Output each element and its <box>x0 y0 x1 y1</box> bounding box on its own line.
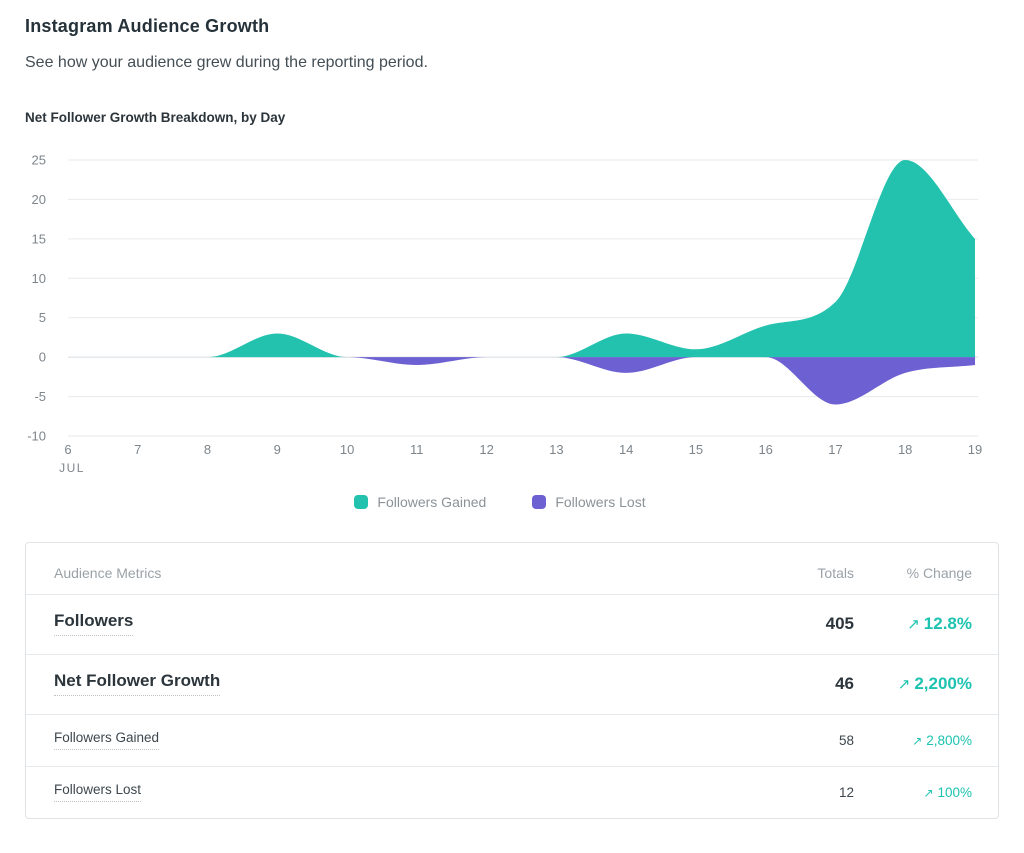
instagram-audience-growth-report: Instagram Audience Growth See how your a… <box>0 16 1024 819</box>
chart-section-title: Net Follower Growth Breakdown, by Day <box>25 110 286 125</box>
column-header-percent-change: % Change <box>906 565 972 581</box>
x-axis-tick-label: 17 <box>828 442 842 457</box>
legend-item-followers-lost: Followers Lost <box>532 494 646 510</box>
y-axis-tick-label: 15 <box>32 231 46 246</box>
net-follower-growth-chart: 25 20 15 10 5 0 -5 -10 6 7 8 9 10 11 12 13 14 15 16 17 18 19 J… <box>0 139 1024 511</box>
column-header-audience-metrics: Audience Metrics <box>54 565 162 581</box>
followers-lost-total: 12 <box>838 784 854 800</box>
legend-item-followers-gained: Followers Gained <box>354 494 486 510</box>
metric-label-followers-gained[interactable]: Followers Gained <box>54 730 160 750</box>
x-axis-tick-label: 12 <box>479 442 493 457</box>
x-axis-tick-label: 16 <box>758 442 772 457</box>
x-axis-tick-label: 11 <box>410 442 424 457</box>
x-axis-tick-label: 10 <box>340 442 354 457</box>
area-followers-lost <box>68 357 975 405</box>
followers-gained-swatch-icon <box>354 495 369 509</box>
up-trend-arrow-icon: ↗ <box>897 675 911 693</box>
followers-gained-total: 58 <box>838 732 854 748</box>
followers-percent-change-value: 12.8% <box>923 613 972 633</box>
legend-label-followers-lost: Followers Lost <box>555 494 646 510</box>
table-row-followers: Followers 405 ↗ 12.8% <box>26 595 998 655</box>
followers-gained-percent-change: ↗ 2,800% <box>854 733 972 748</box>
area-followers-gained <box>68 160 975 358</box>
y-axis-tick-label: 0 <box>39 350 46 365</box>
followers-percent-change: ↗ 12.8% <box>854 614 972 634</box>
net-follower-growth-percent-change: ↗ 2,200% <box>854 674 972 694</box>
x-axis-tick-label: 8 <box>204 442 211 457</box>
page-subtitle: See how your audience grew during the re… <box>25 54 428 71</box>
x-axis-month-label: JUL <box>59 461 85 475</box>
followers-total: 405 <box>825 613 854 633</box>
metric-label-net-follower-growth[interactable]: Net Follower Growth <box>54 671 221 696</box>
followers-lost-percent-change: ↗ 100% <box>854 785 972 800</box>
table-header-row: Audience Metrics Totals % Change <box>26 543 998 595</box>
y-axis-tick-label: 20 <box>32 192 46 207</box>
metric-label-followers-lost[interactable]: Followers Lost <box>54 782 142 802</box>
x-axis-tick-label: 18 <box>898 442 912 457</box>
followers-lost-swatch-icon <box>532 495 547 509</box>
followers-lost-percent-change-value: 100% <box>937 784 972 800</box>
up-trend-arrow-icon: ↗ <box>907 615 920 633</box>
chart-legend: Followers Gained Followers Lost <box>0 494 1000 510</box>
followers-gained-percent-change-value: 2,800% <box>926 732 972 748</box>
x-axis-tick-label: 6 <box>64 442 71 457</box>
legend-label-followers-gained: Followers Gained <box>377 494 487 510</box>
metric-label-followers[interactable]: Followers <box>54 611 134 636</box>
x-axis-tick-label: 7 <box>134 442 141 457</box>
x-axis-tick-label: 14 <box>619 442 633 457</box>
table-row-followers-lost: Followers Lost 12 ↗ 100% <box>26 767 998 818</box>
x-axis-tick-label: 9 <box>274 442 281 457</box>
x-axis-tick-label: 13 <box>549 442 563 457</box>
y-axis-tick-label: -5 <box>34 389 46 404</box>
column-header-totals: Totals <box>817 565 854 581</box>
up-trend-arrow-icon: ↗ <box>912 733 923 748</box>
x-axis-tick-label: 19 <box>968 442 982 457</box>
up-trend-arrow-icon: ↗ <box>923 785 934 800</box>
y-axis-tick-label: 25 <box>32 153 46 168</box>
y-axis-tick-label: 10 <box>32 271 46 286</box>
x-axis-tick-label: 15 <box>689 442 703 457</box>
table-row-followers-gained: Followers Gained 58 ↗ 2,800% <box>26 715 998 767</box>
y-axis-tick-label: -10 <box>27 429 46 444</box>
audience-metrics-table: Audience Metrics Totals % Change Followe… <box>25 542 999 819</box>
net-follower-growth-total: 46 <box>835 673 854 693</box>
y-axis-tick-label: 5 <box>39 310 46 325</box>
net-follower-growth-percent-change-value: 2,200% <box>914 673 972 693</box>
page-title: Instagram Audience Growth <box>25 16 270 36</box>
growth-chart-svg: 25 20 15 10 5 0 -5 -10 6 7 8 9 10 11 12 13 14 15 16 17 18 19 J… <box>27 153 982 476</box>
table-row-net-follower-growth: Net Follower Growth 46 ↗ 2,200% <box>26 655 998 715</box>
